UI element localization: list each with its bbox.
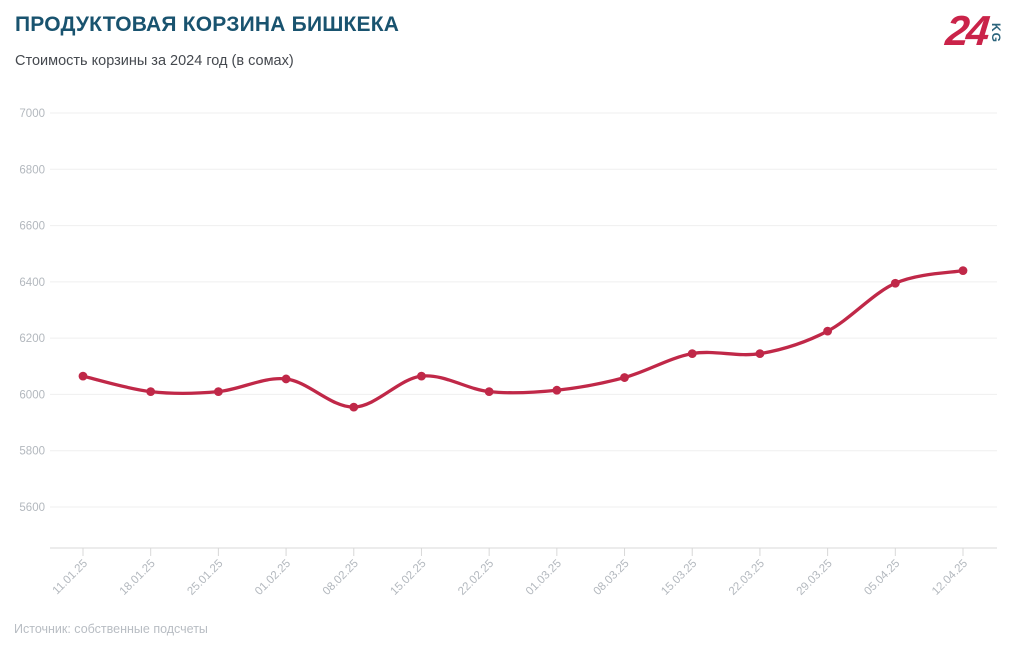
logo-24-text: 24 — [943, 7, 990, 54]
data-point — [687, 349, 697, 359]
y-tick-label: 6800 — [19, 164, 45, 176]
data-point — [78, 371, 88, 381]
data-point — [213, 387, 223, 397]
data-point — [755, 349, 765, 359]
x-tick-label: 12.04.25 — [930, 558, 970, 598]
data-point — [958, 266, 968, 275]
data-point — [281, 374, 291, 384]
logo-24kg: 24 KG — [943, 7, 1006, 54]
x-tick-label: 15.02.25 — [388, 558, 428, 598]
x-tick-label: 25.01.25 — [185, 558, 225, 598]
x-tick-label: 15.03.25 — [659, 558, 699, 598]
y-tick-label: 5600 — [19, 502, 45, 514]
x-tick-label: 08.02.25 — [321, 558, 361, 598]
data-point — [552, 385, 562, 395]
data-point — [620, 373, 629, 382]
data-point — [417, 371, 426, 381]
x-tick-label: 11.01.25 — [51, 558, 91, 598]
x-tick-label: 08.03.25 — [592, 558, 632, 598]
y-tick-label: 7000 — [19, 108, 45, 120]
source-note: Источник: собственные подсчеты — [14, 622, 208, 636]
data-point — [349, 402, 359, 412]
data-point — [146, 387, 156, 397]
x-tick-label: 01.02.25 — [253, 558, 293, 598]
y-tick-label: 5800 — [19, 446, 45, 458]
y-tick-label: 6600 — [19, 221, 45, 233]
data-point — [890, 278, 900, 288]
y-tick-label: 6000 — [19, 389, 45, 401]
x-tick-label: 18.01.25 — [118, 558, 158, 598]
y-tick-label: 6200 — [19, 333, 45, 345]
x-tick-label: 22.02.25 — [456, 558, 496, 598]
chart-title: ПРОДУКТОВАЯ КОРЗИНА БИШКЕКА — [15, 13, 400, 36]
series-line — [81, 268, 965, 409]
chart-subtitle: Стоимость корзины за 2024 год (в сомах) — [15, 53, 294, 69]
y-tick-label: 6400 — [19, 277, 45, 289]
data-point — [823, 326, 833, 336]
x-tick-label: 22.03.25 — [727, 558, 767, 598]
logo-kg-text: KG — [989, 22, 1003, 43]
x-tick-label: 29.03.25 — [795, 558, 835, 598]
x-tick-label: 05.04.25 — [862, 558, 902, 598]
x-tick-label: 01.03.25 — [524, 558, 564, 598]
data-point — [484, 387, 494, 397]
